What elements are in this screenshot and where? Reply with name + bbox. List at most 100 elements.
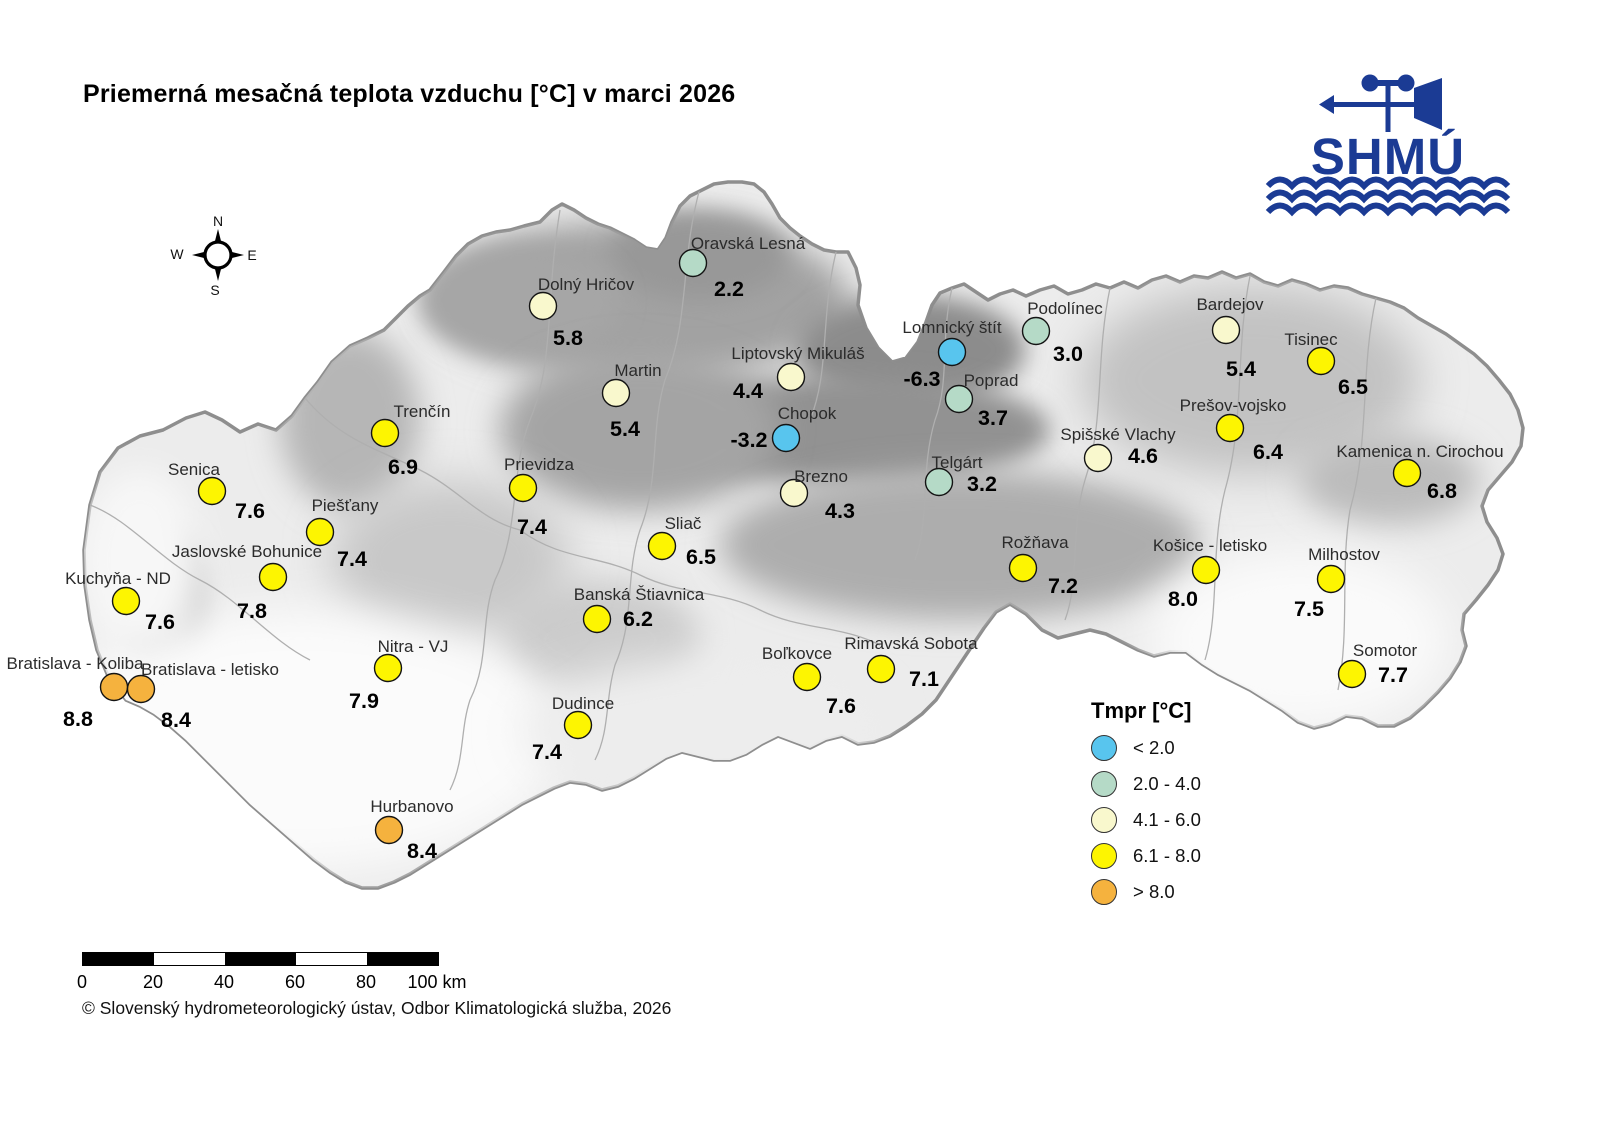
scale-bar-segments [82,952,439,966]
station-value: 7.6 [826,694,856,718]
station-name: Piešťany [312,496,379,515]
station-value: 7.5 [1294,597,1324,621]
station-marker [258,562,288,592]
station-value: 7.7 [1378,663,1408,687]
station-marker [1191,555,1221,585]
legend-swatch-icon [1091,879,1117,905]
station-name: Boľkovce [762,644,832,663]
station-value: 4.6 [1128,444,1158,468]
station-value: 2.2 [714,277,744,301]
station-name: Jaslovské Bohunice [172,542,322,561]
station-marker [126,674,156,704]
compass-e-label: E [247,247,256,263]
station-marker [370,418,400,448]
station: Liptovský Mikuláš 4.4 [731,344,864,403]
station-value: 5.4 [610,417,640,441]
station-marker [1392,458,1422,488]
station-name: Dudince [552,694,614,713]
station-name: Telgárt [931,453,982,472]
scalebar-tick-label: 100 km [407,972,467,992]
legend-swatch-icon [1091,807,1117,833]
compass-rose-icon: N W E S [170,213,256,298]
station-marker [937,337,967,367]
station-marker [1083,443,1113,473]
legend-items: < 2.0 2.0 - 4.0 4.1 - 6.0 6.1 - 8.0 > 8.0 [1091,730,1201,910]
station-value: 5.4 [1226,357,1256,381]
station: Jaslovské Bohunice 7.8 [172,542,322,623]
station-marker [944,384,974,414]
station: Rožňava 7.2 [1001,533,1078,598]
station-marker [866,654,896,684]
station: Milhostov 7.5 [1294,545,1380,621]
station-name: Kuchyňa - ND [65,569,171,588]
station-name: Bratislava - letisko [141,660,279,679]
station-name: Lomnický štít [902,318,1001,337]
station: Prešov-vojsko 6.4 [1180,396,1287,464]
station-name: Rožňava [1001,533,1069,552]
station-name: Nitra - VJ [378,637,449,656]
scalebar-tick-label: 60 [284,972,306,992]
scalebar-tick-label: 20 [142,972,164,992]
station: Dudince 7.4 [532,694,614,764]
station-name: Chopok [778,404,837,423]
station-value: 6.4 [1253,440,1283,464]
station-marker [779,478,809,508]
station-value: 4.3 [825,499,855,523]
station-name: Hurbanovo [370,797,453,816]
station: Bardejov 5.4 [1196,295,1264,381]
scalebar-tick-label: 40 [213,972,235,992]
station: Bratislava - Koliba 8.8 [6,654,144,731]
station-marker [678,248,708,278]
station-marker [792,662,822,692]
station-value: 6.2 [623,607,653,631]
legend-item-label: > 8.0 [1133,881,1175,902]
station-marker [99,672,129,702]
station: Nitra - VJ 7.9 [349,637,448,713]
temperature-legend: Tmpr [°C] < 2.0 2.0 - 4.0 4.1 - 6.0 6.1 - 8… [1091,698,1201,910]
station-marker [1316,564,1346,594]
station-value: 8.0 [1168,587,1198,611]
scalebar-segment [225,953,296,965]
compass-n-label: N [213,213,223,229]
station-marker [374,815,404,845]
station-marker [528,291,558,321]
compass-w-label: W [170,246,184,262]
station-value: 7.1 [909,667,939,691]
station-name: Spišské Vlachy [1060,425,1176,444]
station-name: Sliač [665,514,702,533]
station-name: Tisinec [1284,330,1338,349]
station-value: 3.7 [978,406,1008,430]
station-marker [563,710,593,740]
station: Senica 7.6 [168,460,265,523]
station-value: 7.4 [517,515,547,539]
station-value: 7.6 [235,499,265,523]
station: Hurbanovo 8.4 [370,797,453,863]
station-marker [1211,315,1241,345]
legend-item: 2.0 - 4.0 [1091,766,1201,802]
station-value: 7.8 [237,599,267,623]
station-name: Prievidza [504,455,574,474]
station-marker [508,473,538,503]
station-value: 7.2 [1048,574,1078,598]
station-name: Milhostov [1308,545,1380,564]
station-name: Banská Štiavnica [574,585,705,604]
compass-s-label: S [210,282,219,298]
station: Rimavská Sobota 7.1 [844,634,978,691]
legend-item: 4.1 - 6.0 [1091,802,1201,838]
station: Kamenica n. Cirochou 6.8 [1336,442,1503,503]
station: Banská Štiavnica 6.2 [574,585,705,634]
station-value: 4.4 [733,379,763,403]
logo-text: SHMÚ [1311,128,1465,185]
station: Martin 5.4 [601,361,662,441]
station-value: 8.4 [407,839,437,863]
page-title: Priemerná mesačná teplota vzduchu [°C] v… [83,80,736,108]
station-name: Rimavská Sobota [844,634,978,653]
station: Lomnický štít -6.3 [902,318,1001,391]
station: Chopok -3.2 [730,404,837,453]
stations-layer: Oravská Lesná 2.2 Dolný Hričov 5.8 Podolínec… [6,234,1503,863]
legend-item-label: 2.0 - 4.0 [1133,773,1201,794]
station-name: Prešov-vojsko [1180,396,1287,415]
station: Kuchyňa - ND 7.6 [65,569,175,634]
